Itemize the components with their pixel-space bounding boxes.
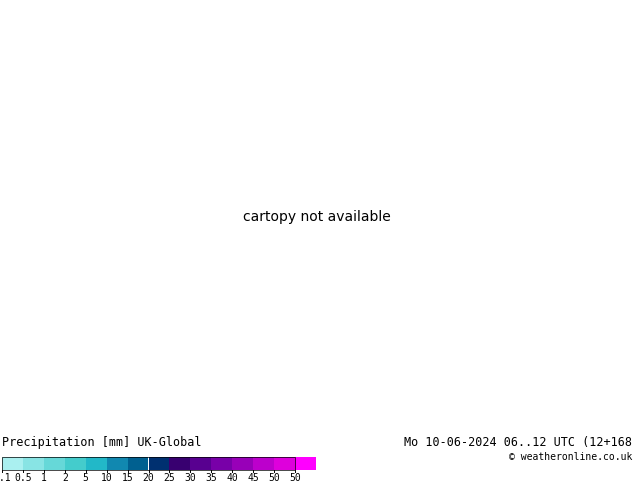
Text: 50: 50	[289, 473, 301, 483]
Bar	[65, 457, 86, 470]
Bar	[44, 457, 65, 470]
Text: 0.1: 0.1	[0, 473, 11, 483]
Bar	[2, 457, 23, 470]
Bar	[86, 457, 107, 470]
Bar	[127, 457, 148, 470]
Text: 25: 25	[164, 473, 176, 483]
Text: 5: 5	[83, 473, 89, 483]
Bar	[2, 457, 295, 470]
Bar	[253, 457, 274, 470]
Text: 0.5: 0.5	[14, 473, 32, 483]
Text: Precipitation [mm] UK-Global: Precipitation [mm] UK-Global	[2, 436, 202, 449]
Text: 35: 35	[205, 473, 217, 483]
Text: 10: 10	[101, 473, 112, 483]
Bar	[107, 457, 127, 470]
Text: © weatheronline.co.uk: © weatheronline.co.uk	[508, 452, 632, 462]
Text: 45: 45	[247, 473, 259, 483]
Bar	[23, 457, 44, 470]
Text: 40: 40	[226, 473, 238, 483]
Text: 20: 20	[143, 473, 154, 483]
Text: 50: 50	[268, 473, 280, 483]
Bar	[295, 457, 316, 470]
Text: 15: 15	[122, 473, 133, 483]
Bar	[169, 457, 190, 470]
Bar	[274, 457, 295, 470]
Text: 2: 2	[62, 473, 68, 483]
Text: 30: 30	[184, 473, 197, 483]
Text: 1: 1	[41, 473, 47, 483]
Bar	[148, 457, 169, 470]
Text: Mo 10-06-2024 06..12 UTC (12+168: Mo 10-06-2024 06..12 UTC (12+168	[404, 436, 632, 449]
Polygon shape	[295, 457, 305, 470]
Bar	[190, 457, 211, 470]
Text: cartopy not available: cartopy not available	[243, 210, 391, 224]
Bar	[232, 457, 253, 470]
Bar	[211, 457, 232, 470]
